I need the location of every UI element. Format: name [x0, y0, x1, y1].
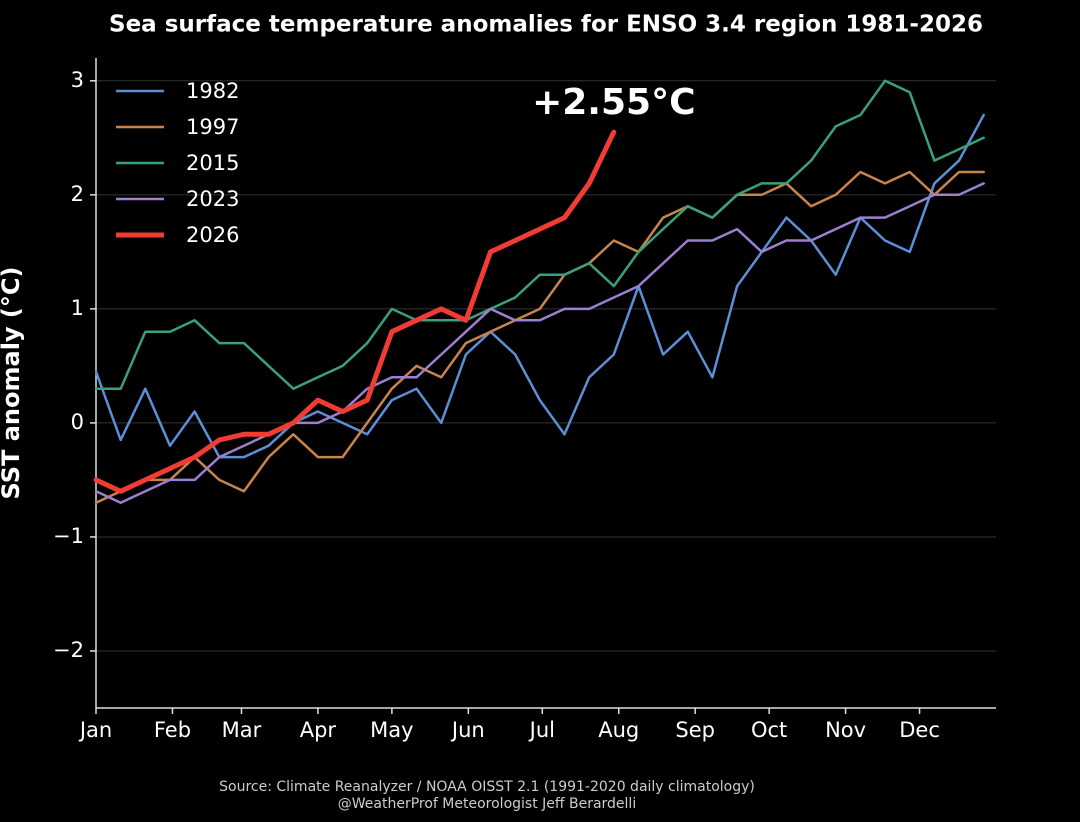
- legend-label: 1982: [186, 79, 239, 103]
- x-tick-label: May: [370, 718, 413, 742]
- x-tick-label: Apr: [300, 718, 337, 742]
- y-axis-label: SST anomaly (°C): [0, 267, 25, 500]
- legend-label: 1997: [186, 115, 239, 139]
- x-tick-label: Jan: [78, 718, 112, 742]
- annotation: +2.55°C: [532, 82, 695, 123]
- credit: @WeatherProf Meteorologist Jeff Berardel…: [338, 796, 636, 812]
- y-tick-label: 2: [71, 182, 84, 206]
- x-tick-label: Jun: [450, 718, 485, 742]
- series-line: [93, 129, 617, 494]
- x-tick-label: Dec: [899, 718, 940, 742]
- chart-title: Sea surface temperature anomalies for EN…: [109, 12, 983, 38]
- legend-label: 2023: [186, 187, 239, 211]
- source: Source: Climate Reanalyzer / NOAA OISST …: [219, 779, 755, 795]
- x-tick-label: Aug: [598, 718, 639, 742]
- y-tick-label: −1: [53, 524, 84, 548]
- y-tick-label: 3: [71, 68, 84, 92]
- legend-label: 2015: [186, 151, 239, 175]
- y-tick-label: 1: [71, 296, 84, 320]
- x-tick-label: Feb: [154, 718, 191, 742]
- legend-label: 2026: [186, 223, 239, 247]
- y-tick-label: 0: [71, 410, 84, 434]
- x-tick-label: Sep: [675, 718, 715, 742]
- y-tick-label: −2: [53, 638, 84, 662]
- x-tick-label: Oct: [751, 718, 787, 742]
- series-line: [94, 113, 985, 459]
- x-tick-label: Nov: [825, 718, 866, 742]
- series-line: [94, 170, 985, 504]
- x-tick-label: Jul: [528, 718, 555, 742]
- series-line: [94, 79, 985, 390]
- x-tick-label: Mar: [222, 718, 262, 742]
- series-line: [94, 182, 985, 504]
